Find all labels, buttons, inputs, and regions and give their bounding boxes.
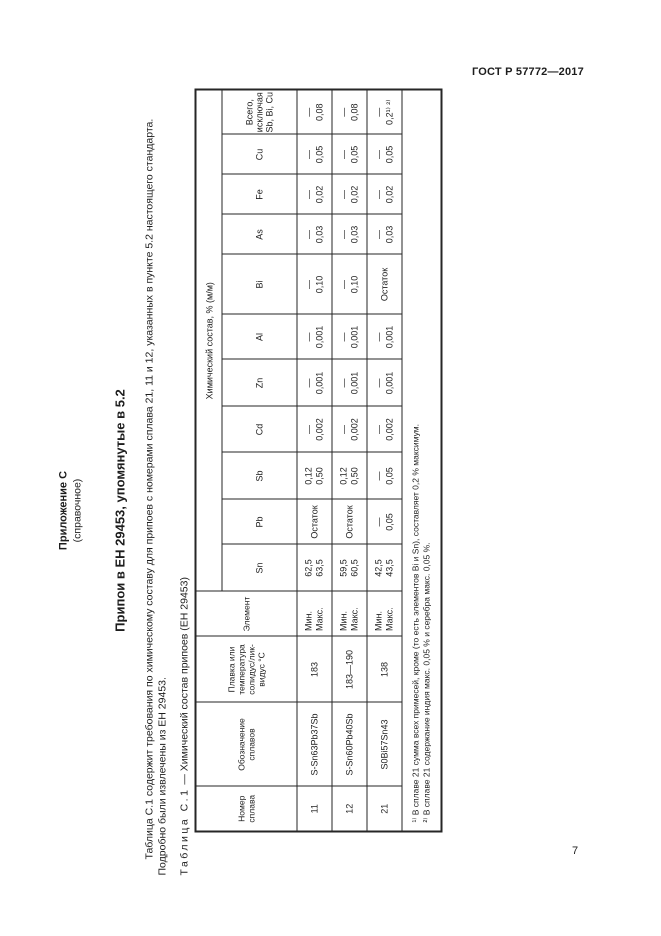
cell-cd: —0,002 (366, 406, 402, 452)
col-header-zn: Zn (221, 359, 297, 406)
standard-number-header: ГОСТ Р 57772—2017 (472, 66, 584, 78)
intro-paragraph: Таблица С.1 содержит требования по химич… (143, 92, 169, 875)
col-header-cu: Cu (221, 134, 297, 174)
cell-bi: Остаток (366, 254, 402, 314)
cell-designation: S-Sn60Pb40Sb (331, 702, 367, 786)
table-footnotes: ¹⁾ В сплаве 21 сумма всех примесей, кром… (401, 88, 441, 831)
cell-as: —0,03 (296, 214, 332, 254)
rotated-content: Приложение С (справочное) Припои в ЕН 29… (55, 85, 442, 935)
cell-fe: —0,02 (366, 174, 402, 214)
cell-sb: 0,12 0,50 (296, 452, 332, 499)
table-caption: Таблица С.1 — Химический состав припоев … (178, 577, 190, 875)
cell-sn: 62,5 63,5 (296, 544, 332, 591)
col-header-bi: Bi (221, 254, 297, 314)
cell-fe: —0,02 (331, 174, 367, 214)
table-caption-label: Таблица С.1 (178, 787, 190, 875)
cell-al: —0,001 (366, 314, 402, 359)
cell-sb: —0,05 (366, 452, 402, 499)
cell-as: —0,03 (331, 214, 367, 254)
cell-pb: —0,05 (366, 499, 402, 544)
footnote-1: ¹⁾ В сплаве 21 сумма всех примесей, кром… (410, 423, 420, 822)
cell-bi: —0,10 (296, 254, 332, 314)
footnote-2: ²⁾ В сплаве 21 содержание индия макс. 0,… (421, 541, 431, 822)
table-caption-text: — Химический состав припоев (ЕН 29453) (178, 576, 190, 785)
table-footer: ¹⁾ В сплаве 21 сумма всех примесей, кром… (401, 88, 441, 831)
col-header-cd: Cd (221, 406, 297, 452)
cell-as: —0,03 (366, 214, 402, 254)
col-header-element: Элемент (195, 591, 297, 636)
col-header-chemical-composition: Химический состав, % (м/м) (195, 88, 222, 591)
cell-melting-temp: 183—190 (331, 636, 367, 702)
col-header-fe: Fe (221, 174, 297, 214)
cell-designation: S0Bi57Sn43 (366, 702, 402, 786)
cell-melting-temp: 183 (296, 636, 332, 702)
cell-element-minmax: Мин. Макс. (366, 591, 402, 636)
col-header-melting-temp: Плавка или температура солидус/лик-видус… (195, 636, 297, 702)
cell-cu: —0,05 (296, 134, 332, 174)
cell-cu: —0,05 (366, 134, 402, 174)
appendix-heading: Припои в ЕН 29453, упомянутые в 5.2 (112, 388, 127, 632)
cell-total: —0,08 (296, 88, 332, 134)
cell-melting-temp: 138 (366, 636, 402, 702)
cell-cd: —0,002 (296, 406, 332, 452)
cell-zn: —0,001 (331, 359, 367, 406)
cell-sb: 0,12 0,50 (331, 452, 367, 499)
table-row: 11 S-Sn63Pb37Sb 183 Мин. Макс. 62,5 63,5 Остато… (296, 88, 332, 831)
cell-al: —0,001 (296, 314, 332, 359)
page-number: 7 (572, 845, 579, 857)
cell-pb: Остаток (331, 499, 367, 544)
cell-designation: S-Sn63Pb37Sb (296, 702, 332, 786)
intro-line-1: Таблица С.1 содержит требования по химич… (143, 118, 155, 859)
cell-zn: —0,001 (296, 359, 332, 406)
table-row: 21 S0Bi57Sn43 138 Мин. Макс. 42,5 43,5—0,05—0,… (366, 88, 402, 831)
col-header-pb: Pb (221, 499, 297, 544)
table-row: 12 S-Sn60Pb40Sb 183—190 Мин. Макс. 59,5 60,5 Ос… (331, 88, 367, 831)
cell-sn: 59,5 60,5 (331, 544, 367, 591)
intro-line-2: Подробно были извлечены из ЕН 29453. (156, 676, 168, 875)
cell-total: —0,2¹⁾ ²⁾ (366, 88, 402, 134)
cell-pb: Остаток (296, 499, 332, 544)
appendix-label: Приложение С (57, 470, 69, 550)
cell-total: —0,08 (331, 88, 367, 134)
table-header: Номер сплава Обозначение сплавов Плавка … (195, 88, 297, 831)
cell-cd: —0,002 (331, 406, 367, 452)
solder-composition-table: Номер сплава Обозначение сплавов Плавка … (194, 87, 442, 832)
col-header-alloy-number: Номер сплава (195, 786, 297, 831)
cell-element-minmax: Мин. Макс. (331, 591, 367, 636)
col-header-total-excluding: Всего, исключая Sb, Bi, Cu (221, 88, 297, 134)
col-header-al: Al (221, 314, 297, 359)
cell-zn: —0,001 (366, 359, 402, 406)
cell-element-minmax: Мин. Макс. (296, 591, 332, 636)
cell-fe: —0,02 (296, 174, 332, 214)
col-header-designation: Обозначение сплавов (195, 702, 297, 786)
col-header-sb: Sb (221, 452, 297, 499)
col-header-as: As (221, 214, 297, 254)
cell-alloy-number: 21 (366, 786, 402, 831)
table-body: 11 S-Sn63Pb37Sb 183 Мин. Макс. 62,5 63,5 Остато… (296, 88, 402, 831)
cell-alloy-number: 11 (296, 786, 332, 831)
cell-cu: —0,05 (331, 134, 367, 174)
cell-bi: —0,10 (331, 254, 367, 314)
cell-alloy-number: 12 (331, 786, 367, 831)
appendix-note: (справочное) (71, 478, 83, 542)
col-header-sn: Sn (221, 544, 297, 591)
cell-sn: 42,5 43,5 (366, 544, 402, 591)
cell-al: —0,001 (331, 314, 367, 359)
